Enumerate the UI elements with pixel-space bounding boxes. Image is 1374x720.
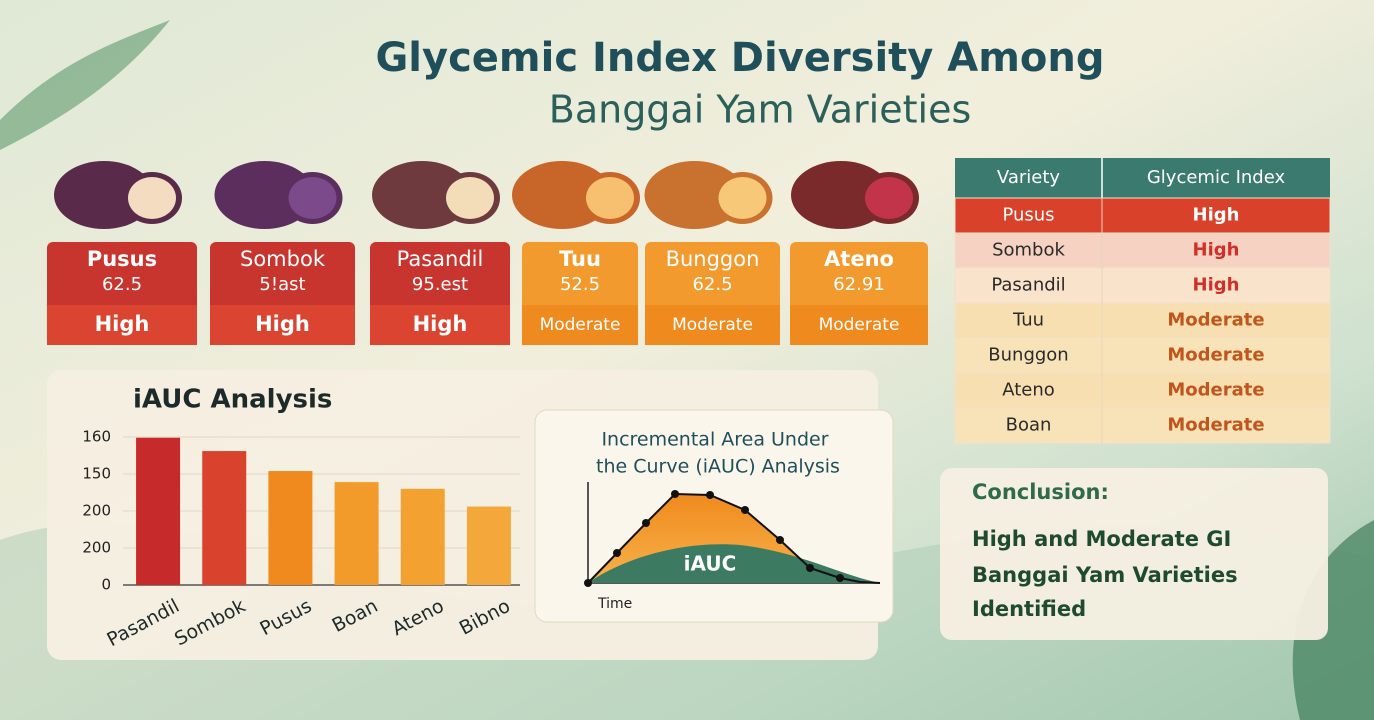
gi-cell: Moderate — [1167, 345, 1264, 366]
card-band — [790, 305, 928, 345]
iauc-area — [588, 544, 880, 583]
y-tick-label: 0 — [101, 576, 111, 594]
table-row — [954, 232, 1331, 269]
table-header-cell: Glycemic Index — [1147, 167, 1286, 188]
bar — [400, 488, 445, 585]
conclusion-line: High and Moderate GI — [972, 527, 1231, 551]
table-row — [954, 337, 1331, 374]
yam-flesh — [718, 177, 767, 219]
card-level: High — [255, 312, 310, 336]
card-name: Bunggon — [666, 247, 760, 271]
subtitle: Banggai Yam Varieties — [549, 88, 972, 132]
curve-points — [584, 490, 844, 587]
table-header-cell: Variety — [997, 167, 1060, 188]
card-name: Tuu — [559, 247, 601, 271]
title: Glycemic Index Diversity Among — [375, 35, 1104, 81]
chart-title: iAUC Analysis — [133, 385, 332, 415]
bar — [268, 471, 313, 585]
variety-cell: Bunggon — [988, 345, 1068, 366]
card-band — [47, 305, 197, 345]
card-level: High — [413, 312, 468, 336]
card-value: 5!ast — [259, 274, 305, 295]
conclusion-panel — [940, 468, 1328, 640]
variety-cell: Pasandil — [991, 275, 1065, 296]
card-level: Moderate — [540, 315, 621, 335]
card-value: 62.91 — [833, 274, 885, 295]
y-tick-label: 150 — [82, 465, 111, 483]
gi-cell: Moderate — [1167, 415, 1264, 436]
card-level: Moderate — [819, 315, 900, 335]
curve-title: the Curve (iAUC) Analysis — [596, 456, 840, 478]
variety-cell: Sombok — [992, 240, 1065, 261]
x-label: Time — [597, 596, 632, 612]
variety-cell: Pusus — [1002, 205, 1054, 226]
table-row — [954, 302, 1331, 339]
card-level: High — [95, 312, 150, 336]
leaf — [1292, 520, 1374, 720]
gi-cell: High — [1193, 205, 1240, 226]
area-label: iAUC — [684, 552, 737, 576]
variety-cell: Ateno — [1002, 380, 1055, 401]
table-row — [954, 372, 1331, 409]
variety-cell: Tuu — [1012, 310, 1044, 331]
card-value: 62.5 — [102, 274, 142, 295]
card-band — [522, 305, 638, 345]
card-band — [645, 305, 780, 345]
gi-cell: High — [1193, 240, 1240, 261]
card-name: Ateno — [824, 247, 894, 271]
card-band — [210, 305, 355, 345]
curve-title: Incremental Area Under — [601, 429, 828, 451]
card-band — [370, 305, 510, 345]
cards: Pusus 62.5 High Sombok 5!ast High Pasandil 95.e… — [47, 161, 928, 345]
bar — [466, 506, 511, 585]
bar — [334, 482, 379, 585]
table-header — [955, 158, 1330, 198]
gi-cell: Moderate — [1167, 310, 1264, 331]
card-value: 95.est — [412, 274, 468, 295]
y-tick-label: 200 — [82, 539, 111, 557]
yam-flesh — [865, 177, 913, 219]
gi-cell: Moderate — [1167, 380, 1264, 401]
y-tick-label: 200 — [82, 502, 111, 520]
gi-table: Variety Glycemic Index Pusus High Sombok High… — [954, 158, 1331, 444]
table-row — [954, 197, 1331, 234]
bar — [202, 451, 247, 585]
conclusion-heading: Conclusion: — [972, 480, 1109, 504]
bar — [136, 437, 181, 585]
yam-flesh — [586, 177, 634, 219]
conclusion-line: Banggai Yam Varieties — [972, 563, 1238, 587]
y-tick-label: 160 — [82, 428, 111, 446]
card-name: Sombok — [240, 247, 326, 271]
gi-cell: High — [1193, 275, 1240, 296]
leaf — [0, 20, 170, 150]
card-name: Pusus — [87, 247, 157, 271]
conclusion-line: Identified — [972, 597, 1086, 621]
yam-flesh — [288, 177, 337, 219]
table-row — [954, 407, 1331, 444]
yam-flesh — [446, 177, 494, 219]
card-name: Pasandil — [397, 247, 484, 271]
card-value: 62.5 — [692, 274, 732, 295]
card-value: 52.5 — [560, 274, 600, 295]
yam-flesh — [128, 177, 176, 219]
variety-cell: Boan — [1006, 415, 1052, 436]
card-level: Moderate — [672, 315, 753, 335]
